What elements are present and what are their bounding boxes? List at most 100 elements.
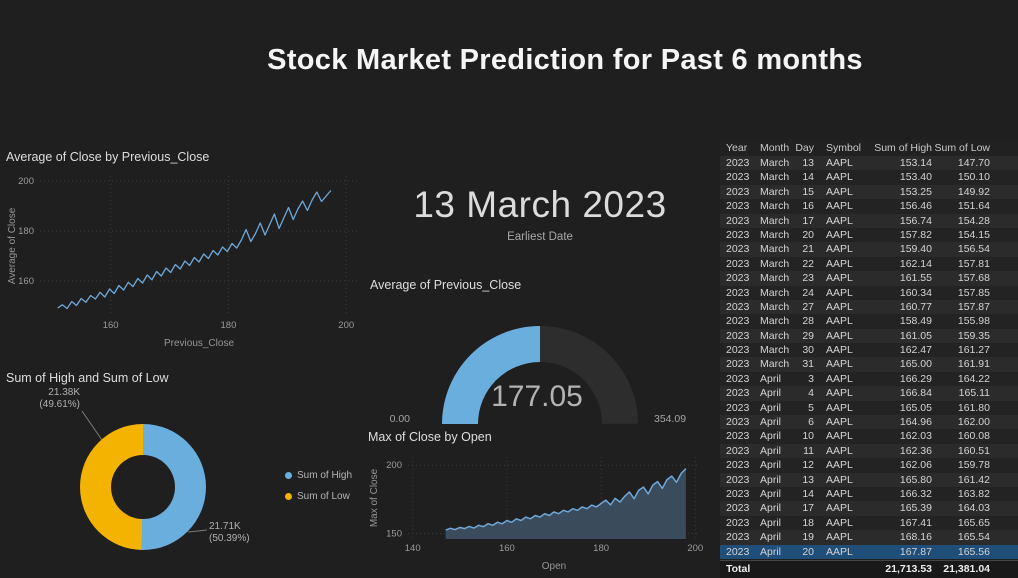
table-cell[interactable]: 2023 [726,430,750,443]
table-cell[interactable]: 161.05 [899,329,932,342]
table-cell[interactable]: AAPL [826,243,853,256]
table-cell[interactable]: 162.47 [899,344,932,357]
table-cell[interactable]: AAPL [826,430,853,443]
table-cell[interactable]: AAPL [826,157,853,169]
table-cell[interactable]: 162.00 [957,416,990,429]
table-cell[interactable]: 165.39 [899,502,932,515]
table-cell[interactable]: 13 [802,473,814,486]
table-cell[interactable]: AAPL [826,200,853,213]
table-cell[interactable]: AAPL [826,214,853,227]
table-row[interactable]: 2023 March 24 AAPL 160.34 157.85 [720,285,1018,300]
table-cell[interactable]: April [760,487,782,500]
table-cell[interactable]: 2023 [726,487,750,500]
column-header[interactable]: Sum of Low [934,142,990,154]
table-body[interactable]: 2023 March 13 AAPL 153.14 147.70 2023 March 14 AA… [720,156,1018,578]
table-cell[interactable]: 162.36 [899,444,932,457]
table-cell[interactable]: AAPL [826,358,853,371]
table-cell[interactable]: 14 [802,171,814,184]
table-cell[interactable]: 161.80 [957,401,990,414]
table-cell[interactable]: March [760,228,790,241]
table-cell[interactable]: 159.78 [957,459,990,472]
table-cell[interactable]: 2023 [726,272,750,285]
table-cell[interactable]: 21 [802,243,814,256]
table-cell[interactable]: 2023 [726,200,750,213]
table-cell[interactable]: 2023 [726,214,750,227]
table-cell[interactable]: 167.41 [899,516,932,529]
table-cell[interactable]: 160.08 [957,430,990,443]
table-cell[interactable]: 160.34 [899,286,932,299]
table-cell[interactable]: March [760,300,790,313]
table-cell[interactable]: AAPL [826,531,853,544]
table-cell[interactable]: 2023 [726,358,750,371]
column-header[interactable]: Symbol [826,142,862,154]
table-cell[interactable]: 159.35 [957,329,990,342]
table-cell[interactable]: 17 [802,214,814,227]
table-cell[interactable]: 153.25 [899,185,932,198]
table-cell[interactable]: 31 [802,358,814,371]
table-row[interactable]: 2023 March 15 AAPL 153.25 149.92 [720,184,1018,200]
table-cell[interactable]: AAPL [826,171,853,184]
table-cell[interactable]: 155.98 [957,315,990,328]
table-row[interactable]: 2023 March 16 AAPL 156.46 151.64 [720,199,1018,214]
table-cell[interactable]: 164.22 [957,372,990,385]
table-cell[interactable]: 27 [802,300,814,313]
table-cell[interactable]: 20 [802,228,814,241]
table-cell[interactable]: AAPL [826,329,853,342]
table-cell[interactable]: 5 [808,401,814,414]
table-cell[interactable]: 165.00 [899,358,932,371]
table-cell[interactable]: AAPL [826,416,853,429]
table-row[interactable]: 2023 March 20 AAPL 157.82 154.15 [720,227,1018,243]
table-cell[interactable]: 157.87 [957,300,990,313]
gauge-panel[interactable]: Average of Previous_Close 177.05 0.00 354.… [370,278,710,430]
table-cell[interactable]: AAPL [826,228,853,241]
table-cell[interactable]: 154.15 [957,228,990,241]
table-row[interactable]: 2023 April 4 AAPL 166.84 165.11 [720,386,1018,401]
table-cell[interactable]: April [760,444,782,457]
table-cell[interactable]: 162.06 [899,459,932,472]
table-cell[interactable]: 160.51 [957,444,990,457]
table-cell[interactable]: March [760,286,790,299]
table-cell[interactable]: April [760,473,782,486]
table-cell[interactable]: AAPL [826,315,853,328]
table-cell[interactable]: 23 [802,272,814,285]
table-cell[interactable]: 2023 [726,157,750,169]
donut-chart-panel[interactable]: Sum of High and Sum of Low 21.38K (49.61… [6,371,366,578]
gauge-svg[interactable]: 177.05 0.00 354.09 [370,298,710,430]
column-header[interactable]: Sum of High [874,142,932,154]
table-cell[interactable]: 165.05 [899,401,932,414]
table-row[interactable]: 2023 April 12 AAPL 162.06 159.78 [720,458,1018,473]
table-cell[interactable]: 6 [808,416,814,429]
table-cell[interactable]: 22 [802,257,814,270]
table-cell[interactable]: 19 [802,531,814,544]
table-cell[interactable]: 165.56 [957,545,990,558]
table-cell[interactable]: AAPL [826,272,853,285]
table-cell[interactable]: 2023 [726,401,750,414]
table-cell[interactable]: 162.03 [899,430,932,443]
line-chart-svg[interactable]: 160 180 200 160 180 200 Previous_Close Average … [6,170,366,356]
donut-ring[interactable] [80,424,206,550]
table-cell[interactable]: April [760,372,782,385]
table-cell[interactable]: 157.82 [899,228,932,241]
table-row[interactable]: 2023 April 20 AAPL 167.87 165.56 [720,544,1018,559]
table-cell[interactable]: 2023 [726,329,750,342]
table-cell[interactable]: 153.14 [899,157,932,169]
table-row[interactable]: 2023 April 10 AAPL 162.03 160.08 [720,429,1018,444]
table-cell[interactable]: AAPL [826,300,853,313]
table-cell[interactable]: March [760,157,790,169]
table-row[interactable]: 2023 March 14 AAPL 153.40 150.10 [720,170,1018,185]
table-cell[interactable]: 159.40 [899,243,932,256]
table-cell[interactable]: 149.92 [957,185,990,198]
table-cell[interactable]: 29 [802,329,814,342]
table-cell[interactable]: March [760,344,790,357]
table-cell[interactable]: 28 [802,315,814,328]
table-cell[interactable]: March [760,315,790,328]
table-row[interactable]: 2023 April 18 AAPL 167.41 165.65 [720,515,1018,531]
table-cell[interactable]: AAPL [826,459,853,472]
table-cell[interactable]: March [760,358,790,371]
table-cell[interactable]: 165.11 [958,387,990,400]
table-cell[interactable]: 160.77 [899,300,932,313]
table-cell[interactable]: 14 [802,487,814,500]
table-cell[interactable]: 157.68 [957,272,990,285]
table-cell[interactable]: 24 [802,286,814,299]
table-cell[interactable]: 17 [802,502,814,515]
